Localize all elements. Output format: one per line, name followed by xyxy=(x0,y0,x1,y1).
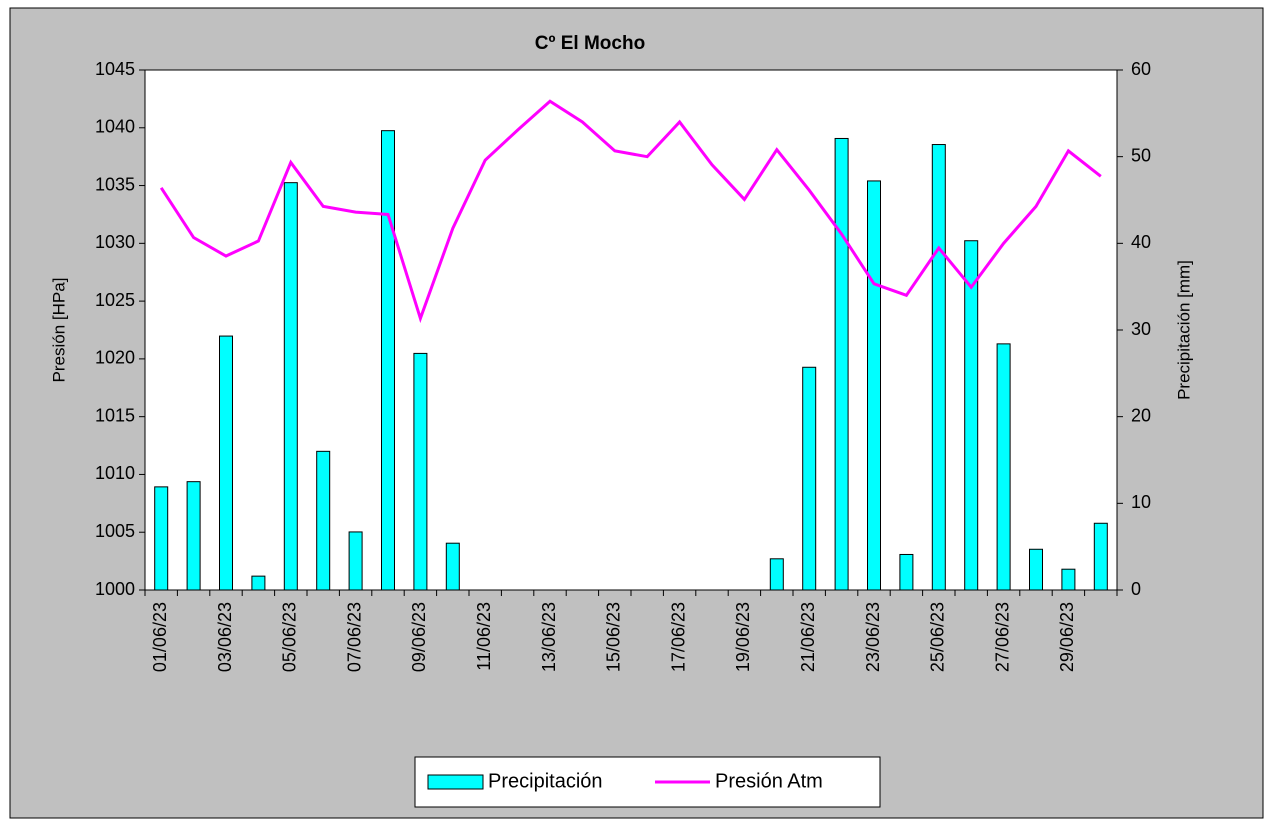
bar xyxy=(996,343,1011,591)
y-axis-label: Presión [HPa] xyxy=(49,278,68,383)
bar xyxy=(964,240,979,591)
y-tick-label: 1030 xyxy=(95,232,135,252)
y2-tick-label: 50 xyxy=(1131,145,1151,165)
y2-tick-label: 30 xyxy=(1131,319,1151,339)
x-tick-label: 03/06/23 xyxy=(215,602,235,672)
x-tick-label: 13/06/23 xyxy=(539,602,559,672)
bar xyxy=(316,450,331,591)
chart-title: Cº El Mocho xyxy=(535,33,645,54)
bar xyxy=(381,130,395,591)
x-tick-label: 11/06/23 xyxy=(474,602,494,671)
x-tick-label: 05/06/23 xyxy=(280,602,300,672)
y-tick-label: 1025 xyxy=(95,290,135,310)
bar xyxy=(283,182,298,591)
bar xyxy=(931,144,946,591)
bar xyxy=(186,481,201,591)
legend-label: Precipitación xyxy=(488,770,603,792)
y2-tick-label: 0 xyxy=(1131,579,1141,599)
x-tick-label: 19/06/23 xyxy=(733,602,753,672)
x-tick-label: 15/06/23 xyxy=(604,602,624,672)
y-tick-label: 1020 xyxy=(95,348,135,368)
x-tick-label: 09/06/23 xyxy=(409,602,429,672)
x-tick-label: 23/06/23 xyxy=(863,602,883,672)
y-tick-label: 1035 xyxy=(95,174,135,194)
x-tick-label: 21/06/23 xyxy=(798,602,818,672)
y2-tick-label: 10 xyxy=(1131,492,1151,512)
legend xyxy=(414,756,881,808)
x-tick-label: 17/06/23 xyxy=(668,602,688,672)
y-tick-label: 1000 xyxy=(95,579,135,599)
line xyxy=(159,99,1102,324)
bar xyxy=(348,531,363,591)
y2-tick-label: 40 xyxy=(1131,232,1151,252)
bar xyxy=(219,335,233,591)
bar xyxy=(154,486,169,591)
x-tick-label: 01/06/23 xyxy=(150,602,170,672)
y-tick-label: 1045 xyxy=(95,59,135,79)
y-tick-label: 1005 xyxy=(95,521,135,541)
bar xyxy=(899,553,914,591)
bar xyxy=(251,575,266,591)
y-tick-label: 1015 xyxy=(95,405,135,425)
bar xyxy=(445,542,460,591)
y2-tick-label: 20 xyxy=(1131,405,1151,425)
y2-axis-label: Precipitación [mm] xyxy=(1174,260,1193,400)
legend-swatch xyxy=(427,774,484,790)
x-tick-label: 27/06/23 xyxy=(992,602,1012,672)
x-tick-label: 25/06/23 xyxy=(928,602,948,672)
bar xyxy=(1029,548,1043,591)
x-tick-label: 29/06/23 xyxy=(1057,602,1077,672)
y2-tick-label: 60 xyxy=(1131,59,1151,79)
bar xyxy=(802,366,817,591)
bar xyxy=(413,352,428,591)
bar xyxy=(769,558,784,591)
legend-label: Presión Atm xyxy=(715,770,823,792)
y-tick-label: 1040 xyxy=(95,117,135,137)
bar xyxy=(1061,568,1076,591)
bar xyxy=(834,137,849,591)
bar xyxy=(867,180,881,591)
plot-area xyxy=(144,69,1118,591)
bar xyxy=(1093,522,1108,591)
x-tick-label: 07/06/23 xyxy=(344,602,364,672)
y-tick-label: 1010 xyxy=(95,463,135,483)
